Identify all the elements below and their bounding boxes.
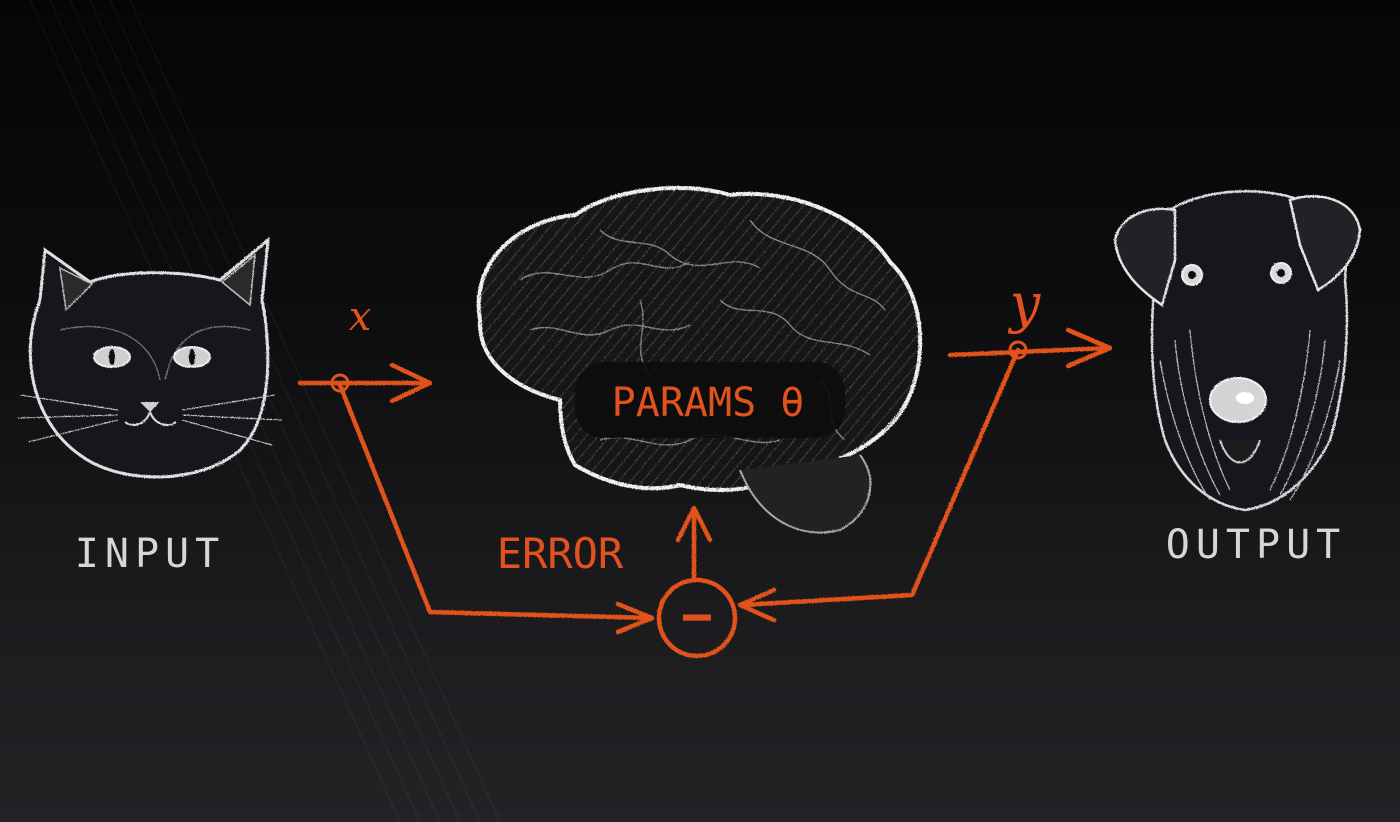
y-output-arrow — [947, 345, 1111, 358]
y-branch-arrowhead — [737, 587, 777, 623]
brain-icon — [476, 185, 923, 534]
params-label: PARAMS θ — [612, 380, 805, 426]
x-branch-line — [337, 382, 653, 621]
error-arrowhead — [675, 505, 713, 543]
minus-symbol: − — [681, 587, 712, 647]
x-arrowhead — [389, 362, 433, 404]
x-label: x — [349, 294, 372, 340]
error-label: ERROR — [497, 529, 624, 578]
feedback-arrows — [297, 327, 1113, 659]
y-branch-line — [739, 347, 1021, 608]
input-label: INPUT — [75, 531, 225, 577]
y-arrowhead — [1065, 327, 1113, 369]
x-branch-arrowhead — [615, 601, 655, 635]
y-label: y — [1008, 272, 1042, 335]
x-junction-dot — [330, 373, 350, 393]
output-label: OUTPUT — [1166, 522, 1347, 568]
dog-face-icon — [1113, 190, 1362, 512]
minus-circle-icon — [656, 577, 738, 659]
cat-face-icon — [17, 236, 283, 479]
y-junction-dot — [1008, 340, 1028, 360]
